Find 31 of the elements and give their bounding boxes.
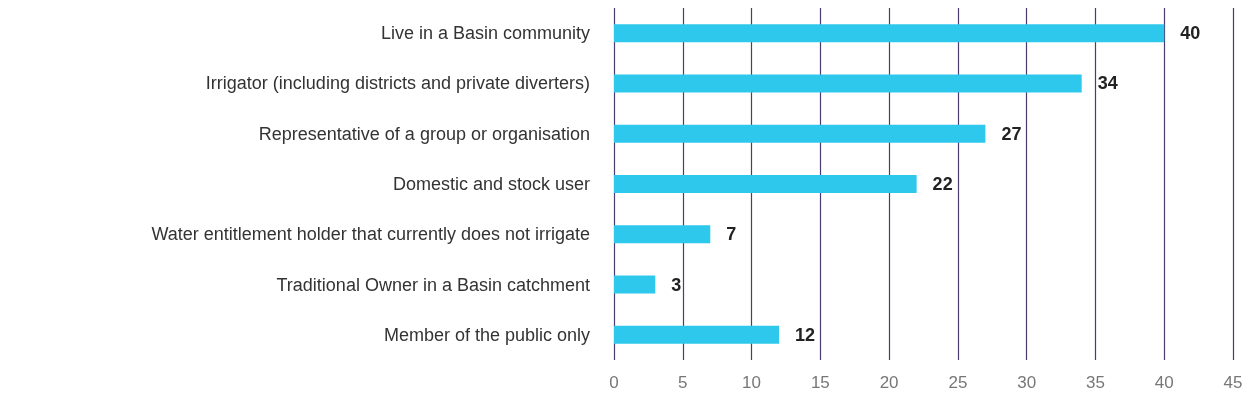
- bar: [614, 325, 780, 344]
- x-tick-label: 30: [1017, 373, 1037, 392]
- x-tick-label: 35: [1085, 373, 1105, 392]
- y-tick-label: Water entitlement holder that currently does not irrigate: [151, 224, 590, 245]
- data-label: 40: [1180, 23, 1201, 44]
- y-tick-label: Traditional Owner in a Basin catchment: [276, 274, 590, 295]
- y-tick-label: Member of the public only: [383, 324, 590, 345]
- x-tick-label: 20: [879, 373, 899, 392]
- bar: [614, 24, 1165, 43]
- y-tick-label: Representative of a group or organisation: [258, 123, 590, 144]
- bar: [614, 124, 986, 143]
- data-label: 7: [726, 224, 737, 245]
- x-tick-label: 0: [609, 373, 619, 392]
- x-tick-label: 40: [1154, 373, 1174, 392]
- y-tick-label: Domestic and stock user: [392, 174, 590, 194]
- data-label: 27: [1001, 123, 1022, 144]
- x-tick-label: 45: [1223, 373, 1243, 392]
- bar: [614, 225, 711, 244]
- bar: [614, 175, 917, 193]
- data-label: 3: [671, 274, 682, 295]
- x-tick-label: 25: [948, 373, 968, 392]
- x-tick-label: 15: [810, 373, 830, 392]
- data-label: 12: [795, 324, 816, 345]
- data-label: 22: [932, 174, 953, 194]
- x-tick-label: 5: [678, 373, 688, 392]
- y-tick-label: Irrigator (including districts and private diverters): [205, 73, 590, 94]
- y-tick-label: Live in a Basin community: [380, 23, 590, 44]
- x-tick-label: 10: [742, 373, 762, 392]
- bar: [614, 275, 656, 294]
- bar: [614, 74, 1082, 93]
- data-label: 34: [1097, 73, 1118, 94]
